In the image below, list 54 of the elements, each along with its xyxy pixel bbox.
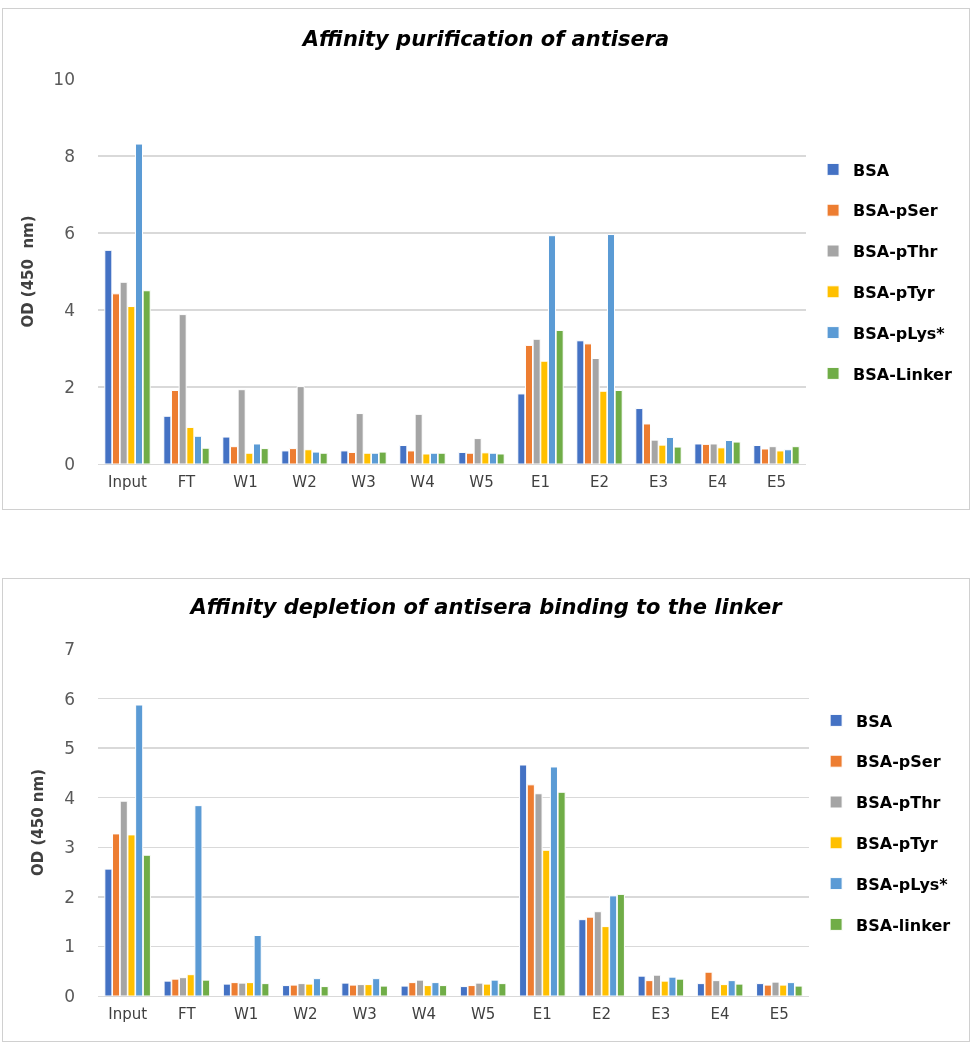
y-tick-label: 2 bbox=[64, 886, 75, 907]
legend-label: BSA-pSer bbox=[856, 752, 941, 772]
y-tick-label: 7 bbox=[64, 638, 75, 659]
legend-label: BSA bbox=[853, 160, 890, 180]
x-tick-label: E5 bbox=[766, 473, 787, 491]
y-axis-title: OD (450 nm) bbox=[18, 215, 37, 328]
y-tick-label: 0 bbox=[64, 985, 75, 1006]
y-tick-label: 8 bbox=[64, 145, 75, 166]
y-tick-label: 4 bbox=[64, 299, 75, 320]
x-tick-label: E1 bbox=[532, 1005, 552, 1023]
x-tick-label: Input bbox=[108, 473, 148, 491]
x-tick-label: W3 bbox=[351, 473, 376, 491]
x-tick-label: E4 bbox=[710, 1005, 730, 1023]
y-tick-label: 0 bbox=[64, 453, 75, 474]
legend-label: BSA-Linker bbox=[853, 364, 952, 384]
legend-label: BSA-pThr bbox=[853, 242, 938, 262]
legend-label: BSA-pLys* bbox=[853, 323, 946, 343]
legend-label: BSA-pSer bbox=[853, 201, 938, 221]
chart-title: Affinity depletion of antisera binding to the linker bbox=[188, 595, 784, 620]
x-tick-label: E3 bbox=[648, 473, 669, 491]
y-tick-label: 5 bbox=[64, 738, 75, 759]
x-tick-label: W5 bbox=[469, 473, 494, 491]
y-tick-label: 1 bbox=[64, 936, 75, 957]
y-tick-label: 6 bbox=[64, 688, 75, 709]
legend-label: BSA bbox=[856, 711, 893, 731]
x-tick-label: W2 bbox=[292, 473, 317, 491]
x-tick-label: FT bbox=[177, 473, 197, 491]
y-tick-label: 3 bbox=[64, 837, 75, 858]
x-tick-label: E3 bbox=[651, 1005, 671, 1023]
y-tick-label: 10 bbox=[53, 68, 75, 89]
chart-title: Affinity purification of antisera bbox=[300, 27, 670, 52]
x-tick-label: Input bbox=[108, 1005, 148, 1023]
legend-label: BSA-pTyr bbox=[856, 834, 938, 854]
y-tick-label: 6 bbox=[64, 222, 75, 243]
x-tick-label: W5 bbox=[470, 1005, 496, 1023]
x-tick-label: W1 bbox=[233, 1005, 259, 1023]
x-tick-label: W4 bbox=[411, 1005, 437, 1023]
x-tick-label: W2 bbox=[293, 1005, 318, 1023]
x-tick-label: E5 bbox=[769, 1005, 789, 1023]
legend-label: BSA-pLys* bbox=[856, 874, 949, 894]
y-tick-label: 4 bbox=[64, 787, 75, 808]
legend-label: BSA-linker bbox=[856, 915, 951, 935]
x-tick-label: W1 bbox=[233, 473, 258, 491]
legend-label: BSA-pThr bbox=[856, 793, 941, 813]
y-axis-title: OD (450 nm) bbox=[29, 769, 48, 876]
legend-label: BSA-pTyr bbox=[853, 283, 935, 303]
x-tick-label: E2 bbox=[592, 1005, 612, 1023]
x-tick-label: E2 bbox=[589, 473, 610, 491]
x-tick-label: W3 bbox=[352, 1005, 377, 1023]
x-tick-label: E4 bbox=[707, 473, 728, 491]
x-tick-label: FT bbox=[178, 1005, 197, 1023]
x-tick-label: E1 bbox=[530, 473, 551, 491]
x-tick-label: W4 bbox=[410, 473, 435, 491]
y-tick-label: 2 bbox=[64, 376, 75, 397]
